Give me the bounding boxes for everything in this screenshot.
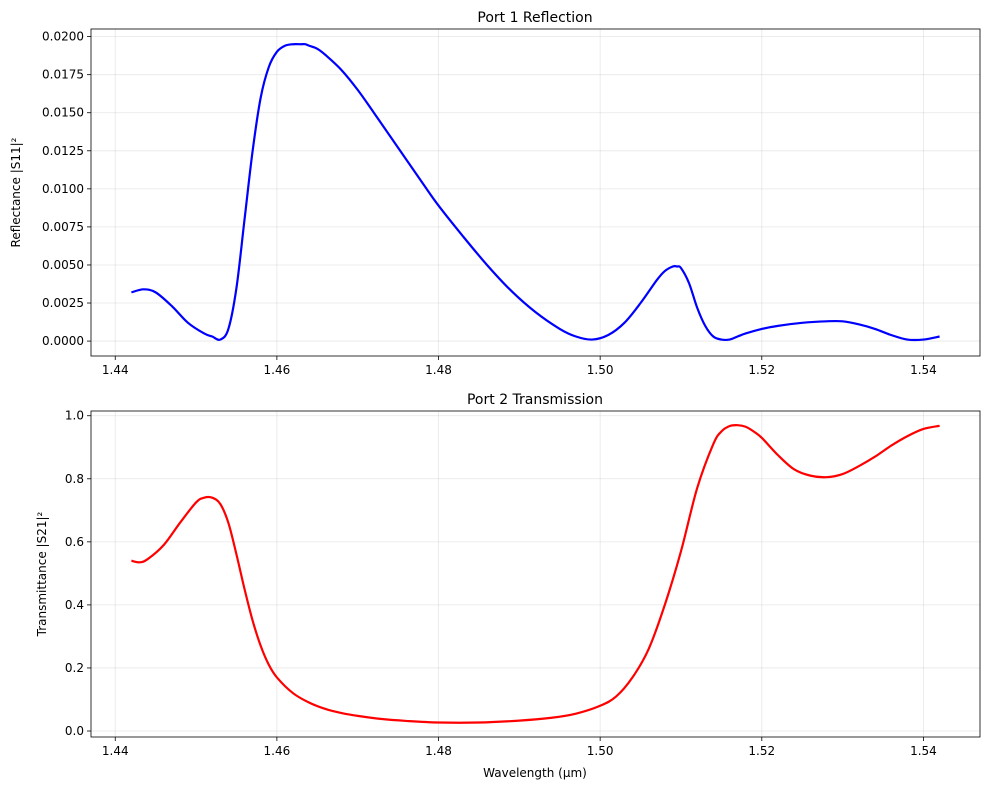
y-tick-label: 0.6 [65, 535, 84, 549]
y-tick-label: 1.0 [65, 409, 84, 423]
y-tick-label: 0.2 [65, 661, 84, 675]
x-tick-label: 1.52 [748, 744, 775, 758]
x-tick-label: 1.50 [587, 744, 614, 758]
chart-title: Port 2 Transmission [467, 392, 603, 408]
chart-transmission: 1.44 1.46 1.48 1.50 1.52 1.54 0.0 0.2 0.4 0.6 0.8 1… [35, 392, 981, 780]
y-tick-label: 0.0125 [42, 144, 84, 158]
grid [91, 29, 980, 356]
x-tick-label: 1.44 [102, 363, 129, 377]
y-tick-label: 0.0100 [42, 182, 84, 196]
plot-frame [90, 28, 981, 357]
x-axis-label: Wavelength (μm) [483, 766, 587, 780]
x-tick-label: 1.54 [910, 363, 937, 377]
chart-title: Port 1 Reflection [477, 10, 592, 26]
x-tick-label: 1.46 [264, 363, 291, 377]
x-tick-label: 1.48 [425, 363, 452, 377]
reflection-series-line [131, 43, 940, 342]
x-tick-label: 1.44 [102, 744, 129, 758]
y-tick-label: 0.0000 [42, 334, 84, 348]
y-tick-label: 0.0 [65, 724, 84, 738]
plot-frame [90, 410, 981, 738]
y-tick-label: 0.0175 [42, 68, 84, 82]
y-tick-label: 0.0200 [42, 30, 84, 44]
transmission-series-line [131, 424, 940, 724]
x-tick-label: 1.52 [748, 363, 775, 377]
grid [91, 411, 980, 737]
x-tick-label: 1.48 [425, 744, 452, 758]
y-axis-label: Reflectance |S11|² [9, 137, 23, 247]
y-tick-label: 0.4 [65, 598, 84, 612]
y-tick-label: 0.0025 [42, 296, 84, 310]
y-tick-label: 0.0150 [42, 106, 84, 120]
x-tick-label: 1.54 [910, 744, 937, 758]
chart-reflection: 1.44 1.46 1.48 1.50 1.52 1.54 0.0000 0.0025 0.00… [9, 10, 981, 377]
y-tick-label: 0.0075 [42, 220, 84, 234]
y-axis-label: Transmittance |S21|² [35, 511, 49, 637]
ticks: 1.44 1.46 1.48 1.50 1.52 1.54 0.0 0.2 0.4 0.6 0.8 1… [65, 409, 937, 758]
x-tick-label: 1.50 [587, 363, 614, 377]
ticks: 1.44 1.46 1.48 1.50 1.52 1.54 0.0000 0.0025 0.00… [42, 30, 937, 377]
y-tick-label: 0.8 [65, 472, 84, 486]
x-tick-label: 1.46 [264, 744, 291, 758]
y-tick-label: 0.0050 [42, 258, 84, 272]
